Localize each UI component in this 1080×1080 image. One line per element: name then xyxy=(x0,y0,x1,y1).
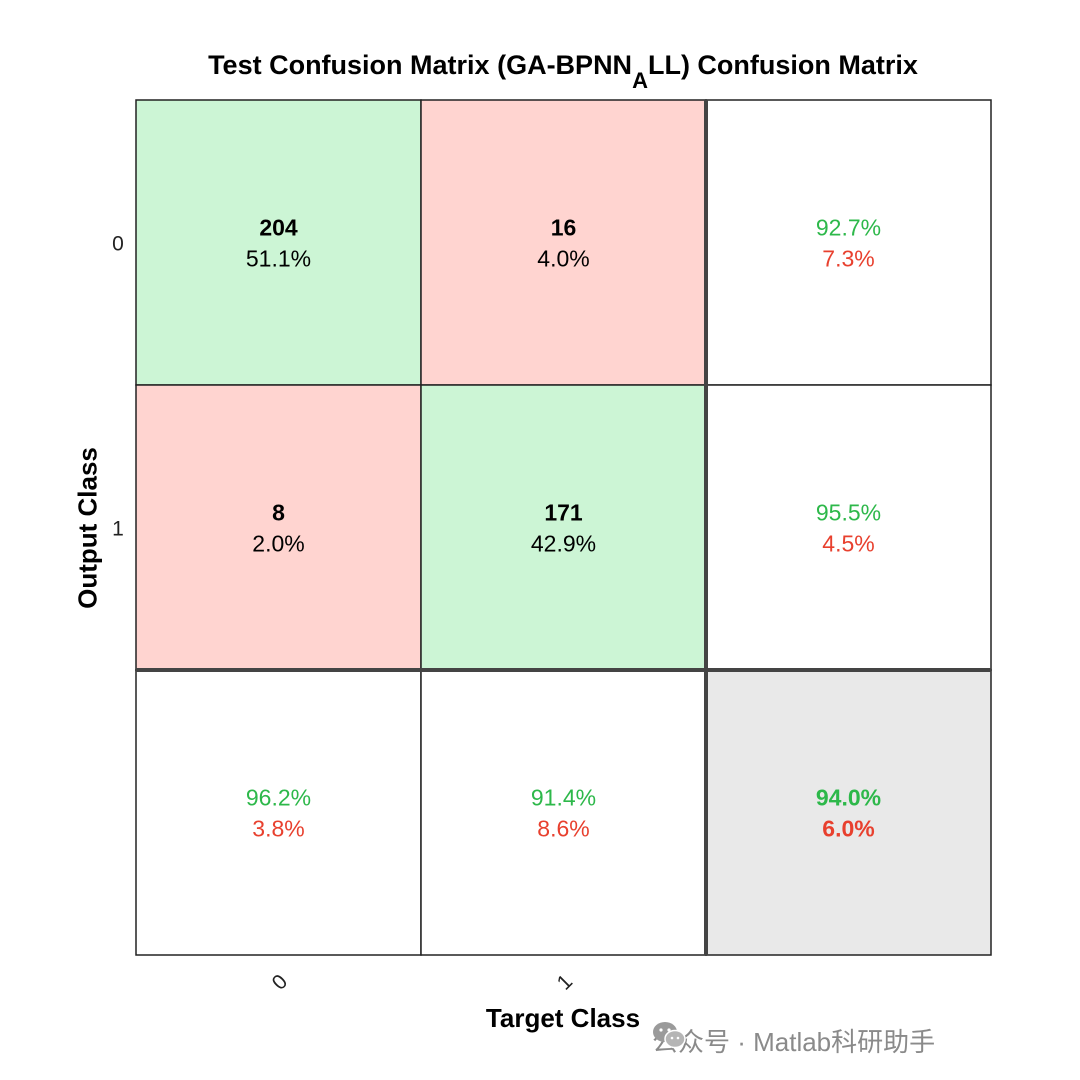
y-tick-label-0: 0 xyxy=(112,233,124,256)
matrix-cell-1-1 xyxy=(420,384,707,671)
col-summary-wrong-1: 8.6% xyxy=(537,816,589,842)
title-tail: LL) Confusion Matrix xyxy=(647,50,918,80)
col-summary-cell-1 xyxy=(420,669,707,956)
x-tick-label-0: 0 xyxy=(268,970,293,995)
cell-percent-1-0: 2.0% xyxy=(252,531,304,557)
cell-percent-0-1: 4.0% xyxy=(537,246,589,272)
col-summary-correct-1: 91.4% xyxy=(531,785,596,811)
row-summary-cell-1 xyxy=(705,384,992,671)
cell-count-0-0: 204 xyxy=(259,215,298,241)
watermark-text: 公众号 · Matlab科研助手 xyxy=(652,1026,936,1057)
cell-count-0-1: 16 xyxy=(551,215,577,241)
matrix-cell-1-0 xyxy=(135,384,422,671)
cell-percent-1-1: 42.9% xyxy=(531,531,596,557)
title-subscript: A xyxy=(632,68,648,93)
row-summary-correct-0: 92.7% xyxy=(816,215,881,241)
row-summary-cell-0 xyxy=(705,99,992,386)
cell-count-1-1: 171 xyxy=(544,500,583,526)
y-tick-label-1: 1 xyxy=(112,518,124,541)
cell-percent-0-0: 51.1% xyxy=(246,246,311,272)
row-summary-correct-1: 95.5% xyxy=(816,500,881,526)
matrix-cell-0-0 xyxy=(135,99,422,386)
cell-count-1-0: 8 xyxy=(272,500,285,526)
title-main: Test Confusion Matrix (GA-BPNN xyxy=(208,50,633,80)
row-summary-wrong-1: 4.5% xyxy=(822,531,874,557)
overall-wrong: 6.0% xyxy=(822,816,874,842)
x-tick-label-1: 1 xyxy=(553,970,578,995)
matrix-cell-0-1 xyxy=(420,99,707,386)
col-summary-wrong-0: 3.8% xyxy=(252,816,304,842)
row-summary-wrong-0: 7.3% xyxy=(822,246,874,272)
x-axis-label: Target Class xyxy=(485,1003,641,1033)
chart-title: Test Confusion Matrix (GA-BPNNALL) Confu… xyxy=(0,50,1080,93)
y-axis-label: Output Class xyxy=(72,447,103,609)
overall-cell xyxy=(705,669,992,956)
wechat-icon xyxy=(653,1022,686,1049)
watermark: 公众号 · Matlab科研助手 xyxy=(652,1020,935,1060)
overall-correct: 94.0% xyxy=(816,785,881,811)
col-summary-correct-0: 96.2% xyxy=(246,785,311,811)
col-summary-cell-0 xyxy=(135,669,422,956)
